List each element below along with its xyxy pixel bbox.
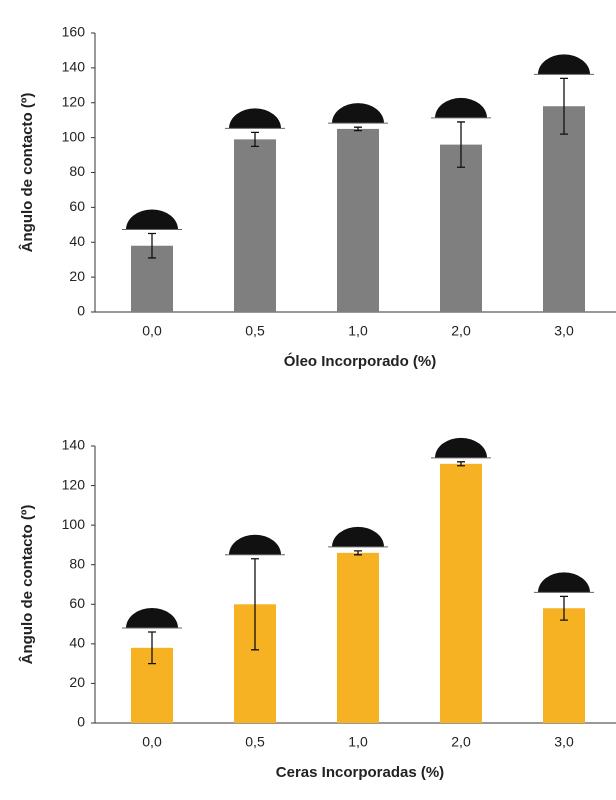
x-tick-label: 2,0 xyxy=(451,734,471,750)
droplet xyxy=(126,608,178,628)
x-tick-label: 2,0 xyxy=(451,323,471,339)
droplet xyxy=(229,108,281,128)
y-axis-label: Ângulo de contacto (º) xyxy=(18,505,36,665)
y-tick-label: 20 xyxy=(69,268,85,284)
x-tick-label: 3,0 xyxy=(554,323,574,339)
y-tick-label: 80 xyxy=(69,555,85,571)
droplet xyxy=(538,54,590,74)
x-axis-label: Óleo Incorporado (%) xyxy=(284,352,437,370)
x-tick-label: 3,0 xyxy=(554,734,574,750)
x-axis-label: Ceras Incorporadas (%) xyxy=(276,764,444,781)
figure: 0 20 40 60 80 100 120 140 160 0,0 0,5 1,0 2,0 3,0 Óleo… xyxy=(0,0,616,800)
y-axis-label: Ângulo de contacto (º) xyxy=(18,93,36,253)
droplet xyxy=(332,103,384,123)
x-tick-label: 1,0 xyxy=(348,734,368,750)
y-tick-label: 40 xyxy=(69,233,85,249)
x-tick-label: 0,0 xyxy=(142,734,162,750)
x-tick-label: 0,0 xyxy=(142,323,162,339)
droplet xyxy=(435,98,487,118)
x-tick-label: 0,5 xyxy=(245,323,265,339)
y-tick-label: 160 xyxy=(62,24,86,40)
droplet xyxy=(332,527,384,547)
bar xyxy=(440,145,482,312)
y-tick-label: 60 xyxy=(69,198,85,214)
bar xyxy=(337,129,379,312)
y-tick-label: 140 xyxy=(62,437,86,453)
x-tick-label: 1,0 xyxy=(348,323,368,339)
y-tick-label: 0 xyxy=(77,303,85,319)
y-tick-label: 120 xyxy=(62,476,86,492)
droplet xyxy=(435,438,487,458)
y-tick-label: 140 xyxy=(62,59,86,75)
y-tick-label: 80 xyxy=(69,163,85,179)
y-tick-label: 20 xyxy=(69,674,85,690)
bar xyxy=(543,106,585,312)
droplet xyxy=(126,210,178,230)
y-tick-label: 120 xyxy=(62,93,86,109)
bar xyxy=(234,139,276,312)
bar xyxy=(543,608,585,723)
droplet xyxy=(538,572,590,592)
y-tick-label: 60 xyxy=(69,595,85,611)
y-tick-label: 0 xyxy=(77,714,85,730)
x-tick-label: 0,5 xyxy=(245,734,265,750)
y-tick-label: 100 xyxy=(62,516,86,532)
bar xyxy=(337,553,379,723)
y-tick-label: 100 xyxy=(62,128,86,144)
droplet xyxy=(229,535,281,555)
bar xyxy=(440,464,482,723)
y-tick-label: 40 xyxy=(69,635,85,651)
